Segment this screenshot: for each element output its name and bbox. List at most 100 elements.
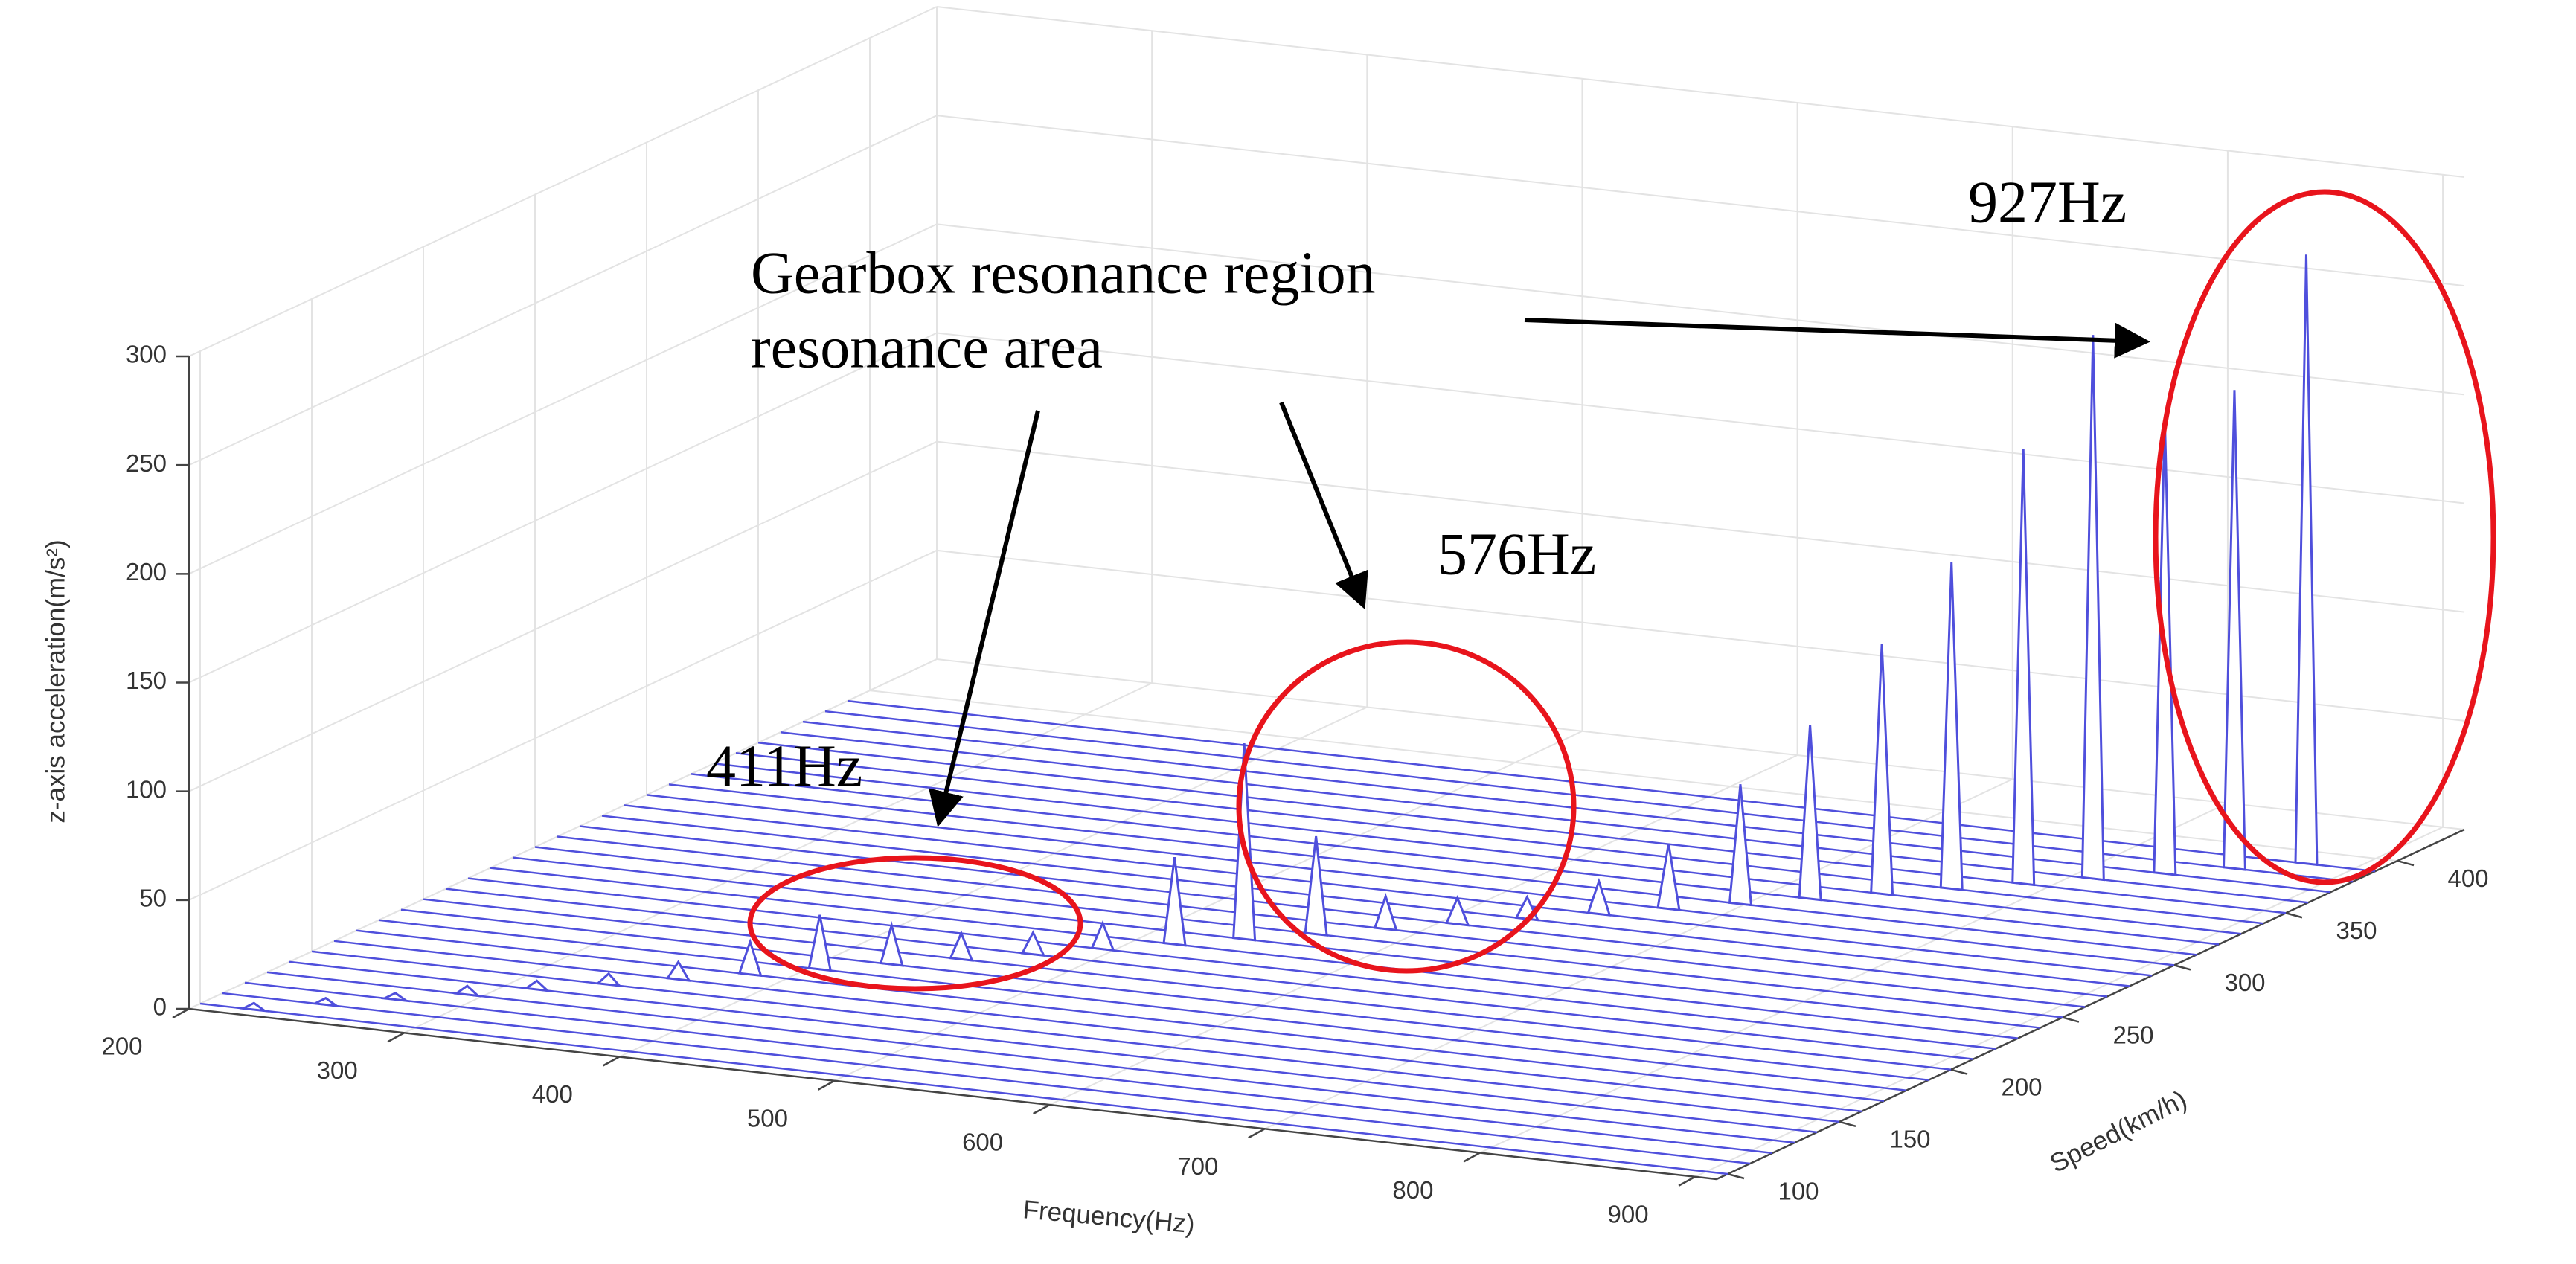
spectrum-peak: [1445, 895, 1470, 927]
spectrum-peak: [879, 920, 904, 967]
tick-mark: [2173, 964, 2191, 971]
trace-baseline: [780, 731, 2309, 904]
grid-line: [188, 549, 938, 901]
spectrum-peak: [380, 991, 411, 1003]
trace-baseline: [847, 699, 2376, 873]
spectrum-peak: [2080, 335, 2105, 882]
z-axis-label: z-axis acceleration(m/s²): [41, 539, 70, 823]
grid-line: [834, 730, 1583, 1082]
x-tick-label: 500: [747, 1104, 788, 1132]
x-tick-label: 600: [962, 1129, 1003, 1156]
x-tick-label: 700: [1177, 1152, 1218, 1180]
tick-mark: [172, 1007, 190, 1019]
spectrum-peak: [1162, 857, 1187, 947]
plot: [199, 254, 2376, 1175]
trace-baseline: [423, 898, 1952, 1071]
spectrum-peak: [239, 1001, 269, 1013]
tick-mark: [1727, 1172, 1745, 1180]
trace-baseline: [222, 992, 1751, 1165]
spectrum-peak: [453, 984, 481, 998]
trace-baseline: [333, 940, 1862, 1113]
spectrum-peak: [1939, 562, 1964, 891]
tick-mark: [387, 1032, 405, 1043]
z-tick-label: 100: [126, 775, 167, 803]
peak-label: 927Hz: [1968, 170, 2127, 235]
spectrum-peak: [1656, 843, 1681, 911]
y-tick-label: 200: [2001, 1073, 2042, 1100]
x-tick-label: 300: [317, 1056, 358, 1084]
trace-baseline: [289, 960, 1818, 1134]
y-tick-label: 300: [2224, 969, 2265, 996]
annotations: Gearbox resonance region resonance area …: [706, 170, 2496, 992]
spectrum-peak: [595, 972, 623, 987]
trace-baseline: [199, 1002, 1728, 1175]
grid-line: [188, 115, 938, 466]
trace-baseline: [266, 971, 1795, 1144]
grid: 2003004005006007008009001001502002503003…: [101, 6, 2489, 1228]
tick-mark: [817, 1079, 836, 1091]
spectrum-peak: [1798, 725, 1822, 902]
trace-baseline: [244, 981, 1773, 1155]
z-tick-label: 250: [126, 449, 167, 477]
peak-label: 576Hz: [1438, 522, 1596, 587]
trace-baseline: [735, 752, 2264, 925]
annotation-text: Gearbox resonance region: [751, 240, 1376, 306]
peak-label: 411Hz: [706, 734, 862, 799]
labels: Frequency(Hz) Speed(km/h) z-axis acceler…: [41, 539, 2191, 1239]
spectrum-peak: [665, 960, 691, 982]
spectrum-peak: [1870, 644, 1894, 896]
tick-mark: [2285, 912, 2303, 919]
z-tick-label: 150: [126, 667, 167, 694]
spectrum-peak: [1586, 877, 1612, 917]
z-tick-label: 50: [139, 885, 167, 912]
trace-baseline: [445, 888, 1974, 1060]
y-tick-label: 350: [2336, 917, 2377, 944]
trace-baseline: [467, 877, 1996, 1050]
spectrum-peak: [2011, 449, 2036, 887]
trace-baseline: [802, 720, 2331, 894]
spectrum-peak: [311, 996, 341, 1008]
arrow: [1279, 401, 1368, 610]
trace-baseline: [824, 710, 2354, 883]
spectrum-peak: [522, 979, 551, 992]
spectrum-peak: [2294, 254, 2319, 867]
y-axis-label: Speed(km/h): [2045, 1085, 2191, 1178]
spectrum-peak: [1304, 835, 1328, 937]
highlight-ellipse: [747, 855, 1083, 992]
spectrum-peak: [949, 930, 974, 962]
trace-baseline: [646, 794, 2175, 966]
grid-line: [188, 6, 938, 357]
x-tick-label: 900: [1608, 1200, 1649, 1228]
x-axis-label: Frequency(Hz): [1022, 1195, 1196, 1239]
z-tick-label: 300: [126, 341, 167, 368]
tick-mark: [1950, 1068, 1968, 1075]
spectrum-peak: [1090, 920, 1115, 952]
y-tick-label: 100: [1778, 1178, 1819, 1205]
y-tick-label: 250: [2112, 1021, 2153, 1048]
trace-baseline: [311, 950, 1840, 1123]
grid-line: [188, 332, 938, 684]
trace-baseline: [378, 919, 1907, 1091]
spectrum-peak: [1373, 893, 1398, 932]
axis-line: [188, 1007, 1717, 1181]
tick-mark: [1463, 1152, 1481, 1163]
trace-baseline: [490, 867, 2019, 1039]
grid-line: [936, 658, 2465, 830]
arrow: [1524, 318, 2150, 359]
grid-line: [936, 440, 2465, 613]
trace-baseline: [668, 783, 2197, 956]
z-tick-label: 200: [126, 558, 167, 586]
grid-line: [936, 332, 2465, 504]
tick-mark: [1678, 1175, 1696, 1187]
grid-line: [936, 6, 2465, 178]
grid-line: [1049, 754, 1798, 1106]
grid-line: [869, 690, 2398, 862]
highlight-ellipse: [1236, 639, 1577, 974]
x-tick-label: 400: [532, 1080, 573, 1108]
z-tick-label: 0: [153, 993, 167, 1021]
y-tick-label: 150: [1889, 1126, 1930, 1153]
tick-mark: [1248, 1128, 1266, 1139]
trace-baseline: [757, 741, 2287, 914]
tick-mark: [2397, 859, 2415, 867]
